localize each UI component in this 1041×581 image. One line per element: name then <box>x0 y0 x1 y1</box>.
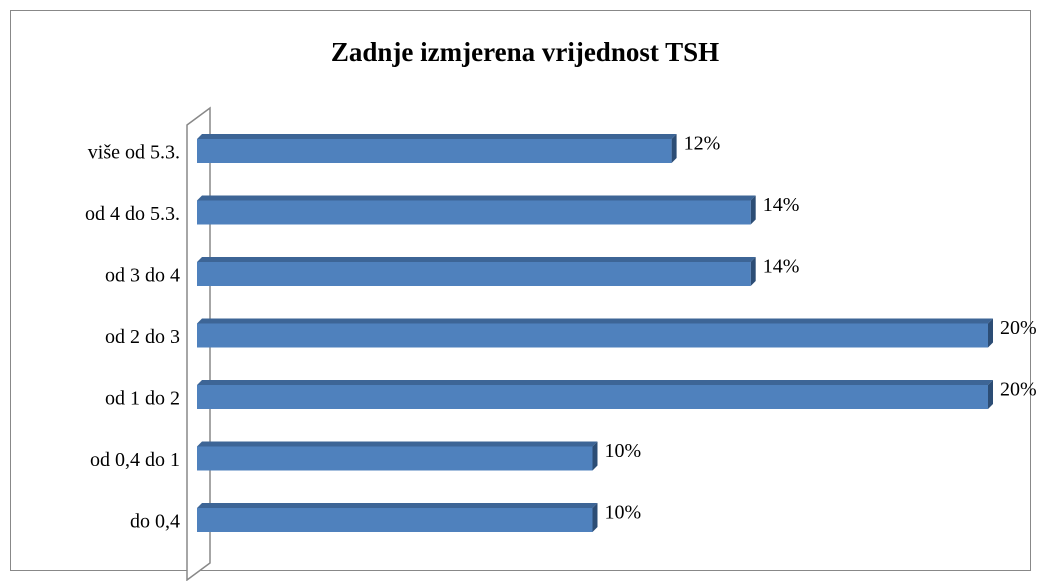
bar-side <box>750 195 756 225</box>
bar-top <box>197 134 677 139</box>
bar-side <box>988 318 993 348</box>
bar-top <box>197 318 993 324</box>
y-tick-label: do 0,4 <box>130 511 180 533</box>
bar-side <box>750 257 756 286</box>
bar-side <box>592 441 598 471</box>
bar-side <box>988 380 993 409</box>
bar <box>197 385 988 409</box>
bar <box>197 323 988 348</box>
bar <box>197 446 593 471</box>
y-tick-label: od 0,4 do 1 <box>90 449 180 471</box>
bar <box>197 200 751 225</box>
y-tick-label: od 4 do 5.3. <box>85 203 180 225</box>
bar-top <box>197 441 598 447</box>
data-label: 14% <box>763 194 800 216</box>
bar-top <box>197 503 598 508</box>
y-tick-label: od 2 do 3 <box>105 326 180 348</box>
bar-side <box>671 134 677 163</box>
data-label: 20% <box>1000 317 1037 339</box>
data-label: 12% <box>684 133 721 155</box>
data-label: 10% <box>605 502 642 524</box>
y-tick-label: više od 5.3. <box>88 142 180 164</box>
bar-top <box>197 380 993 385</box>
y-tick-label: od 1 do 2 <box>105 388 180 410</box>
y-tick-label: od 3 do 4 <box>105 265 180 287</box>
chart-frame <box>10 10 1031 571</box>
bar <box>197 262 751 286</box>
data-label: 14% <box>763 256 800 278</box>
data-label: 20% <box>1000 379 1037 401</box>
data-label: 10% <box>605 440 642 462</box>
bar <box>197 139 672 163</box>
bar-top <box>197 195 756 201</box>
bar <box>197 508 593 532</box>
bar-top <box>197 257 756 262</box>
bar-side <box>592 503 598 532</box>
chart-title: Zadnje izmjerena vrijednost TSH <box>331 37 719 67</box>
